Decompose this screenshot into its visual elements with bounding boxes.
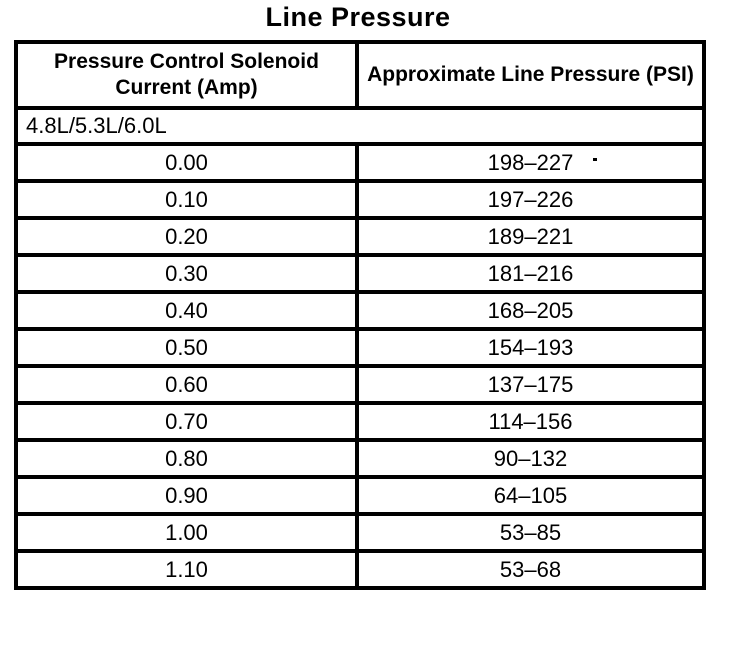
table-row: 0.90 64–105 [14, 475, 706, 516]
table-header: Pressure Control Solenoid Current (Amp) … [14, 40, 706, 110]
amp-cell: 1.00 [14, 512, 359, 553]
engine-group-row: 4.8L/5.3L/6.0L [14, 106, 706, 146]
table-row: 0.20 189–221 [14, 216, 706, 257]
table-row: 0.30 181–216 [14, 253, 706, 294]
table-row: 0.60 137–175 [14, 364, 706, 405]
psi-cell: 53–85 [355, 512, 706, 553]
table-row: 1.00 53–85 [14, 512, 706, 553]
scan-speck [593, 158, 597, 161]
psi-cell: 137–175 [355, 364, 706, 405]
page-title: Line Pressure [265, 2, 451, 32]
header-row: Pressure Control Solenoid Current (Amp) … [14, 40, 706, 110]
amp-cell: 0.30 [14, 253, 359, 294]
column-header-current: Pressure Control Solenoid Current (Amp) [14, 40, 359, 110]
amp-cell: 0.70 [14, 401, 359, 442]
amp-cell: 0.20 [14, 216, 359, 257]
table-row: 0.40 168–205 [14, 290, 706, 331]
amp-cell: 1.10 [14, 549, 359, 590]
amp-cell: 0.80 [14, 438, 359, 479]
psi-cell: 90–132 [355, 438, 706, 479]
amp-cell: 0.10 [14, 179, 359, 220]
amp-cell: 0.40 [14, 290, 359, 331]
amp-cell: 0.60 [14, 364, 359, 405]
psi-cell: 189–221 [355, 216, 706, 257]
table-row: 1.10 53–68 [14, 549, 706, 590]
table-row: 0.50 154–193 [14, 327, 706, 368]
psi-cell: 198–227 [355, 142, 706, 183]
psi-cell: 64–105 [355, 475, 706, 516]
psi-cell: 154–193 [355, 327, 706, 368]
psi-cell: 53–68 [355, 549, 706, 590]
psi-cell: 181–216 [355, 253, 706, 294]
table-row: 0.00 198–227 [14, 142, 706, 183]
line-pressure-table: Pressure Control Solenoid Current (Amp) … [14, 40, 706, 590]
psi-cell: 114–156 [355, 401, 706, 442]
table-row: 0.70 114–156 [14, 401, 706, 442]
amp-cell: 0.50 [14, 327, 359, 368]
psi-cell: 168–205 [355, 290, 706, 331]
amp-cell: 0.00 [14, 142, 359, 183]
table-row: 0.10 197–226 [14, 179, 706, 220]
table-body: 4.8L/5.3L/6.0L 0.00 198–227 0.10 197–226 0.2… [14, 106, 706, 590]
psi-cell: 197–226 [355, 179, 706, 220]
engine-group-label: 4.8L/5.3L/6.0L [14, 106, 706, 146]
table-row: 0.80 90–132 [14, 438, 706, 479]
amp-cell: 0.90 [14, 475, 359, 516]
column-header-pressure: Approximate Line Pressure (PSI) [355, 40, 706, 110]
